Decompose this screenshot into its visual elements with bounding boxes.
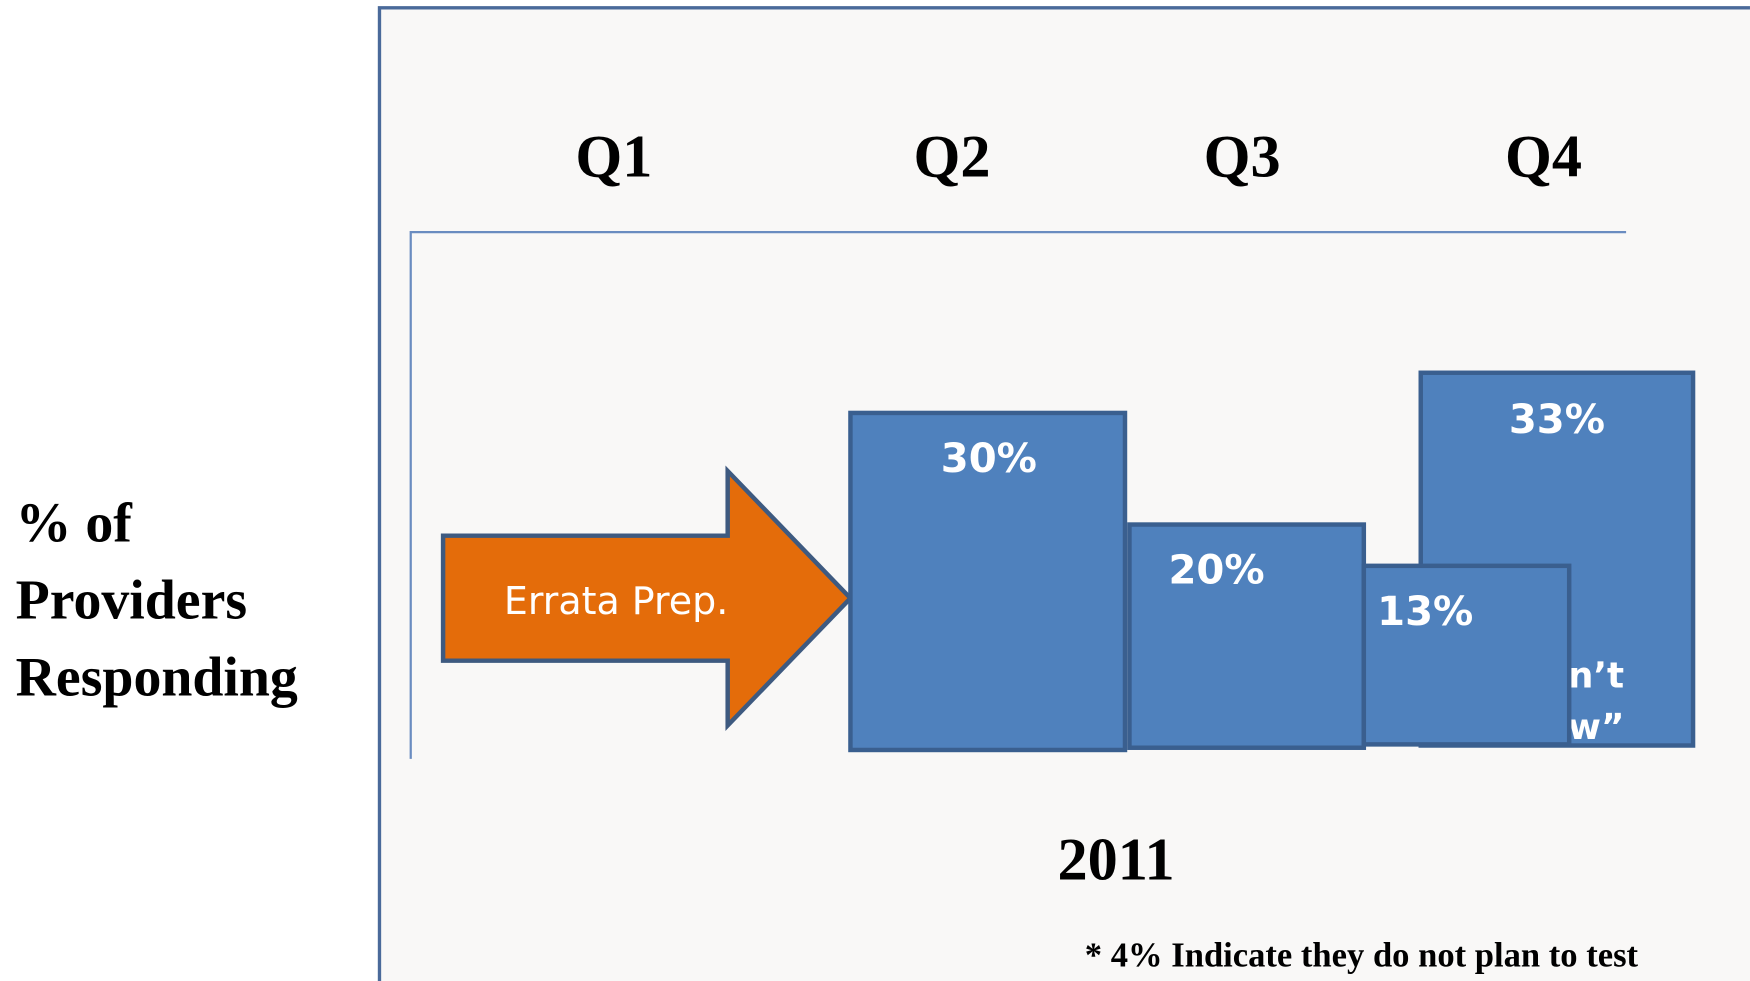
quarter-label: Q3 — [1204, 123, 1281, 190]
arrow — [440, 465, 854, 731]
panel-frame — [377, 6, 1750, 981]
quarter-label: Q4 — [1505, 123, 1582, 190]
footnote: * 4% Indicate they do not plan to test — [1085, 936, 1639, 974]
box-label: 20% — [1168, 548, 1264, 594]
quarter-label: Q1 — [575, 123, 652, 190]
y-axis-label-line: Providers — [16, 569, 247, 631]
hidden-text: n’t — [1568, 655, 1624, 696]
y-axis-label-line: Responding — [16, 646, 298, 708]
box — [1361, 563, 1572, 747]
arrow-label: Errata Prep. — [504, 579, 728, 623]
quarter-label: Q2 — [914, 123, 991, 190]
box-label: 13% — [1377, 589, 1473, 635]
inner-frame — [409, 231, 1627, 759]
box — [1127, 522, 1367, 750]
box-label: 33% — [1509, 397, 1605, 443]
hidden-text: w” — [1568, 707, 1624, 748]
box-label: 30% — [941, 436, 1037, 482]
y-axis-label: % of Providers Responding — [16, 492, 298, 708]
box — [848, 410, 1128, 753]
quarter-labels: Q1 Q2 Q3 Q4 — [575, 123, 1582, 190]
y-axis-label-line: % of — [16, 492, 134, 554]
year-label: 2011 — [1057, 826, 1174, 893]
